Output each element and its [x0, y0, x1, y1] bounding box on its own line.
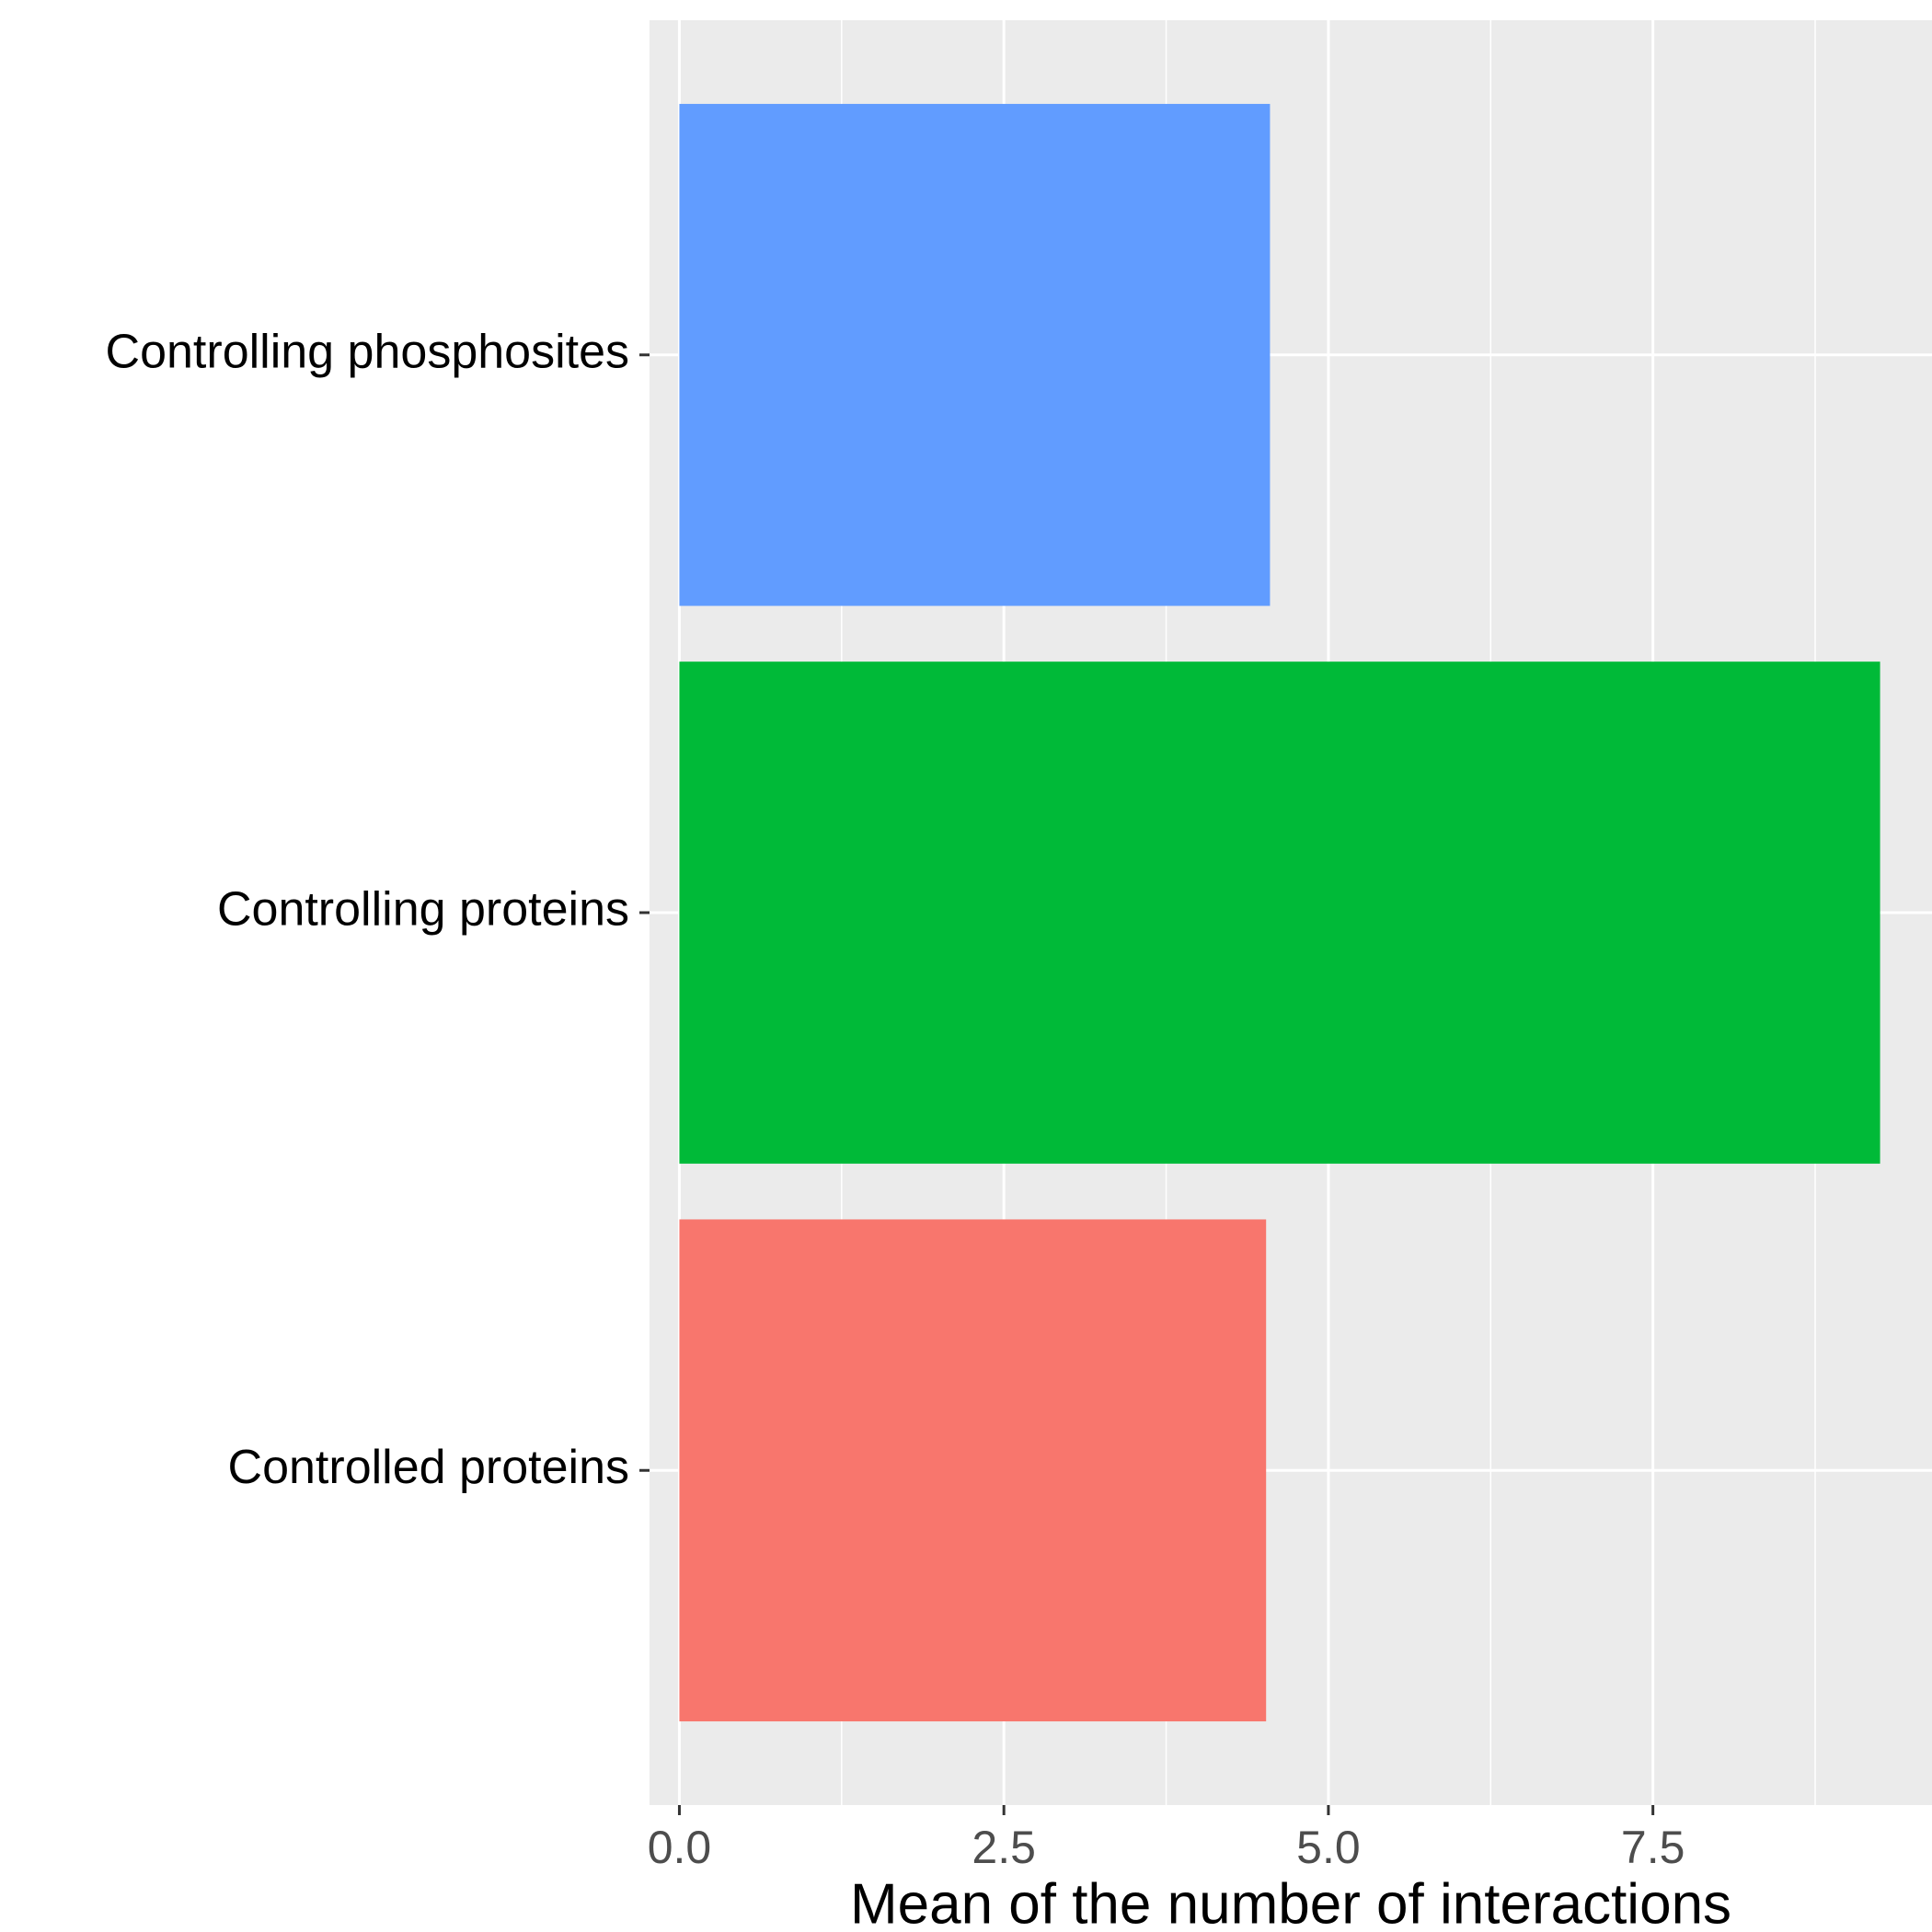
x-axis: 0.0 2.5 5.0 7.5 — [648, 1805, 1685, 1873]
x-tick-label: 5.0 — [1296, 1822, 1361, 1873]
bars — [679, 103, 1880, 1722]
y-tick-label: Controlling phosphosites — [106, 325, 629, 378]
y-tick-label: Controlled proteins — [228, 1441, 629, 1494]
bar — [679, 661, 1880, 1164]
y-tick-label: Controlling proteins — [217, 883, 629, 937]
x-tick-label: 7.5 — [1621, 1822, 1685, 1873]
bar — [679, 1219, 1267, 1722]
y-axis: Controlled proteins Controlling proteins C… — [106, 325, 650, 1494]
bar — [679, 103, 1271, 606]
x-tick-label: 0.0 — [648, 1822, 712, 1873]
x-axis-title: Mean of the number of interactions — [850, 1872, 1731, 1932]
x-tick-label: 2.5 — [972, 1822, 1036, 1873]
